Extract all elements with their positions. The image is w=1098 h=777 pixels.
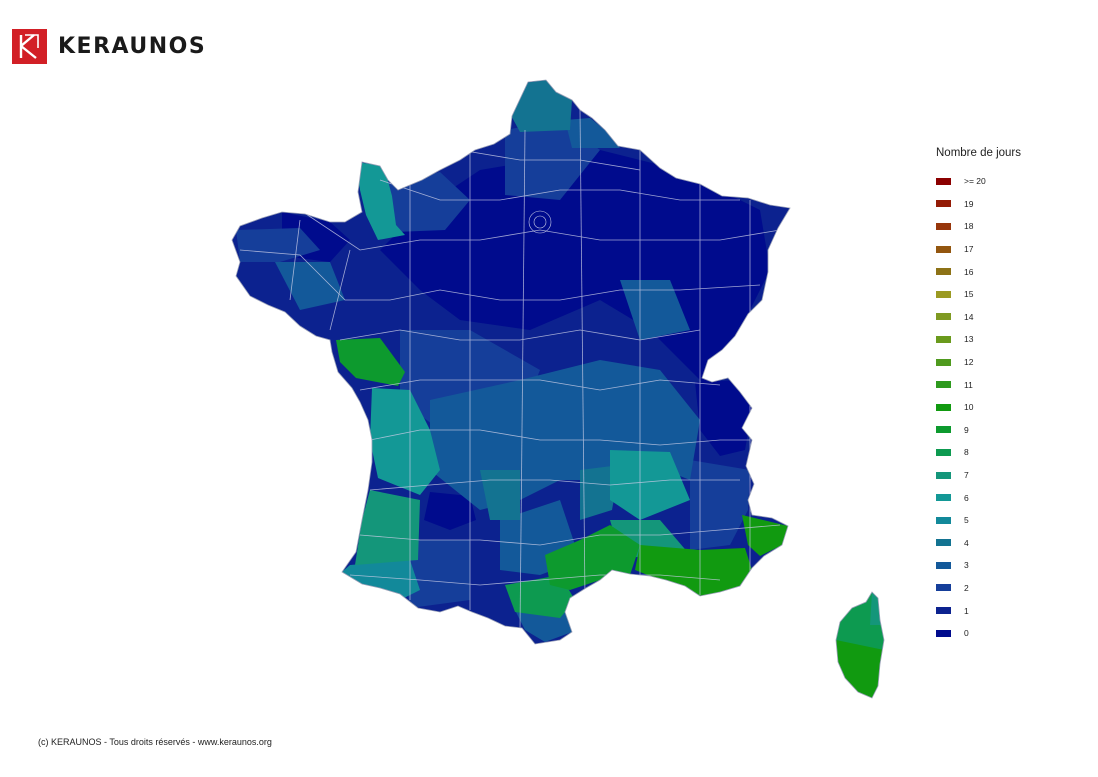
legend-label: 16 — [964, 266, 974, 277]
legend-label: 1 — [964, 605, 969, 616]
legend-swatch — [936, 381, 951, 389]
legend-item: 3 — [936, 554, 1021, 577]
legend-label: 11 — [964, 379, 973, 390]
legend-item: 14 — [936, 306, 1021, 329]
legend-swatch — [936, 471, 951, 479]
legend-item: 2 — [936, 577, 1021, 600]
legend-item: 18 — [936, 215, 1021, 238]
legend-label: 9 — [964, 424, 969, 435]
legend-swatch — [936, 494, 951, 502]
legend-label: 14 — [964, 311, 974, 322]
legend-label: 12 — [964, 357, 974, 368]
legend-item: 16 — [936, 260, 1021, 283]
legend: Nombre de jours >= 20 19 18 17 16 15 14 13 12 11 1… — [936, 147, 1021, 644]
legend-item: 12 — [936, 351, 1021, 374]
legend-label: 2 — [964, 582, 969, 593]
legend-label: 5 — [964, 515, 969, 526]
legend-items: >= 20 19 18 17 16 15 14 13 12 11 10 9 8 7 6 5 4 3 2 1 0 — [936, 170, 1021, 644]
keraunos-logo: KERAUNOS — [12, 29, 206, 64]
legend-item: 19 — [936, 193, 1021, 216]
legend-swatch — [936, 403, 951, 411]
legend-title: Nombre de jours — [936, 147, 1022, 159]
legend-swatch — [936, 448, 951, 456]
legend-label: 8 — [964, 447, 969, 458]
legend-swatch — [936, 426, 951, 434]
legend-label: 3 — [964, 560, 969, 571]
legend-label: 18 — [964, 221, 974, 232]
legend-item: 11 — [936, 373, 1021, 396]
legend-label: 7 — [964, 470, 969, 481]
legend-swatch — [936, 200, 951, 208]
legend-label: 17 — [964, 244, 974, 255]
legend-item: 10 — [936, 396, 1021, 419]
legend-swatch — [936, 584, 951, 592]
legend-swatch — [936, 516, 951, 524]
legend-item: 6 — [936, 486, 1021, 509]
legend-item: 5 — [936, 509, 1021, 532]
legend-item: 15 — [936, 283, 1021, 306]
legend-label: 6 — [964, 492, 969, 503]
legend-swatch — [936, 335, 951, 343]
legend-swatch — [936, 245, 951, 253]
legend-swatch — [936, 539, 951, 547]
legend-item: 13 — [936, 328, 1021, 351]
legend-swatch — [936, 358, 951, 366]
legend-label: 13 — [964, 334, 974, 345]
keraunos-logo-icon — [12, 29, 47, 64]
legend-swatch — [936, 561, 951, 569]
legend-item: 0 — [936, 622, 1021, 645]
legend-label: >= 20 — [964, 176, 986, 187]
legend-swatch — [936, 222, 951, 230]
legend-swatch — [936, 629, 951, 637]
legend-swatch — [936, 177, 951, 185]
brand-name: KERAUNOS — [58, 34, 207, 59]
legend-label: 0 — [964, 628, 969, 639]
legend-item: 9 — [936, 419, 1021, 442]
legend-swatch — [936, 607, 951, 615]
copyright-footer: (c) KERAUNOS - Tous droits réservés - ww… — [38, 737, 272, 747]
legend-label: 10 — [964, 402, 974, 413]
legend-item: 17 — [936, 238, 1021, 261]
legend-item: >= 20 — [936, 170, 1021, 193]
legend-swatch — [936, 313, 951, 321]
legend-swatch — [936, 290, 951, 298]
legend-item: 8 — [936, 441, 1021, 464]
legend-item: 1 — [936, 599, 1021, 622]
legend-label: 19 — [964, 198, 974, 209]
legend-swatch — [936, 268, 951, 276]
legend-label: 15 — [964, 289, 974, 300]
legend-item: 7 — [936, 464, 1021, 487]
legend-label: 4 — [964, 537, 969, 548]
legend-item: 4 — [936, 532, 1021, 555]
